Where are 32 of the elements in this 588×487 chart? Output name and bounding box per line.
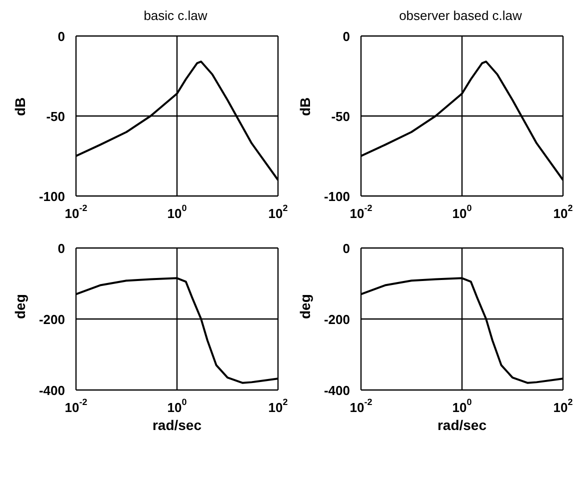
y-axis-title: dB xyxy=(12,97,28,116)
y-axis-title: deg xyxy=(12,294,28,319)
x-axis-title: rad/sec xyxy=(152,416,202,433)
y-tick-label: -50 xyxy=(331,109,350,124)
y-tick-label: -50 xyxy=(46,109,65,124)
x-tick-label: 10$^{-2}$ xyxy=(350,203,372,221)
chart-title: observer based c.law xyxy=(398,8,523,25)
x-tick-label: 10$^{0}$ xyxy=(167,203,187,221)
x-tick-label: 10$^{2}$ xyxy=(553,397,573,415)
x-tick-label: 10$^{0}$ xyxy=(452,397,472,415)
y-tick-label: 0 xyxy=(342,241,350,256)
y-tick-label: -200 xyxy=(324,312,350,327)
x-axis-title: rad/sec xyxy=(437,416,487,433)
y-tick-label: -100 xyxy=(38,189,65,204)
x-tick-label: 10$^{0}$ xyxy=(167,397,187,415)
y-tick-label: -400 xyxy=(38,383,65,398)
x-tick-label: 10$^{-2}$ xyxy=(350,397,372,415)
x-tick-label: 10$^{-2}$ xyxy=(64,397,88,415)
x-tick-label: 10$^{-2}$ xyxy=(64,203,88,221)
y-tick-label: 0 xyxy=(58,29,65,44)
y-tick-label: -100 xyxy=(324,189,350,204)
y-tick-label: -400 xyxy=(324,383,350,398)
x-tick-label: 10$^{0}$ xyxy=(452,203,472,221)
y-tick-label: 0 xyxy=(342,29,350,44)
x-tick-label: 10$^{2}$ xyxy=(553,203,573,221)
x-tick-label: 10$^{2}$ xyxy=(268,203,288,221)
y-tick-label: 0 xyxy=(58,241,65,256)
y-axis-title: dB xyxy=(296,97,313,116)
y-axis-title: deg xyxy=(296,294,313,319)
x-tick-label: 10$^{2}$ xyxy=(268,397,288,415)
y-tick-label: -200 xyxy=(38,312,65,327)
chart-title: basic c.law xyxy=(142,8,208,25)
